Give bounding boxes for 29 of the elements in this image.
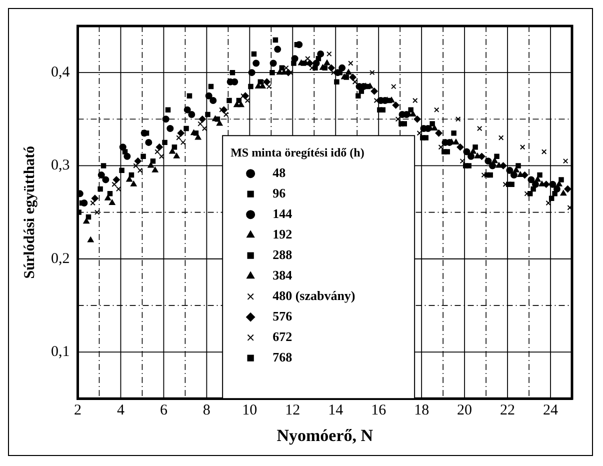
x-tick-label: 20 bbox=[457, 402, 472, 419]
x-tick-label: 4 bbox=[116, 402, 125, 419]
x-axis-title: Nyomóerő, N bbox=[276, 426, 374, 446]
legend-label: 96 bbox=[272, 185, 286, 200]
x-tick-label: 18 bbox=[414, 402, 430, 419]
legend-label: 192 bbox=[272, 226, 292, 242]
legend-label: 576 bbox=[272, 308, 293, 324]
x-tick-label: 22 bbox=[500, 402, 516, 419]
legend-label: 48 bbox=[272, 164, 286, 180]
y-axis-title: Súrlódási együttható bbox=[22, 146, 38, 279]
legend-label: 672 bbox=[272, 328, 292, 344]
legend-label: 144 bbox=[272, 206, 293, 221]
legend-label: 480 (szabvány) bbox=[272, 288, 356, 303]
x-tick-label: 2 bbox=[74, 402, 82, 419]
x-tick-label: 8 bbox=[202, 402, 210, 419]
x-tick-label: 24 bbox=[543, 402, 559, 419]
x-tick-label: 6 bbox=[160, 402, 168, 419]
y-tick-label: 0,4 bbox=[51, 64, 70, 81]
y-tick-label: 0,3 bbox=[51, 158, 70, 174]
y-tick-label: 0,1 bbox=[51, 344, 70, 360]
legend-label: 384 bbox=[272, 267, 293, 282]
y-tick-label: 0,2 bbox=[51, 250, 70, 267]
x-tick-label: 14 bbox=[328, 402, 344, 419]
x-tick-label: 12 bbox=[285, 402, 300, 419]
legend-title: MS minta öregítési idő (h) bbox=[230, 146, 364, 160]
x-tick-label: 10 bbox=[242, 402, 258, 419]
x-tick-label: 16 bbox=[371, 402, 387, 419]
legend-label: 288 bbox=[272, 246, 293, 262]
legend-label: 768 bbox=[272, 349, 293, 364]
